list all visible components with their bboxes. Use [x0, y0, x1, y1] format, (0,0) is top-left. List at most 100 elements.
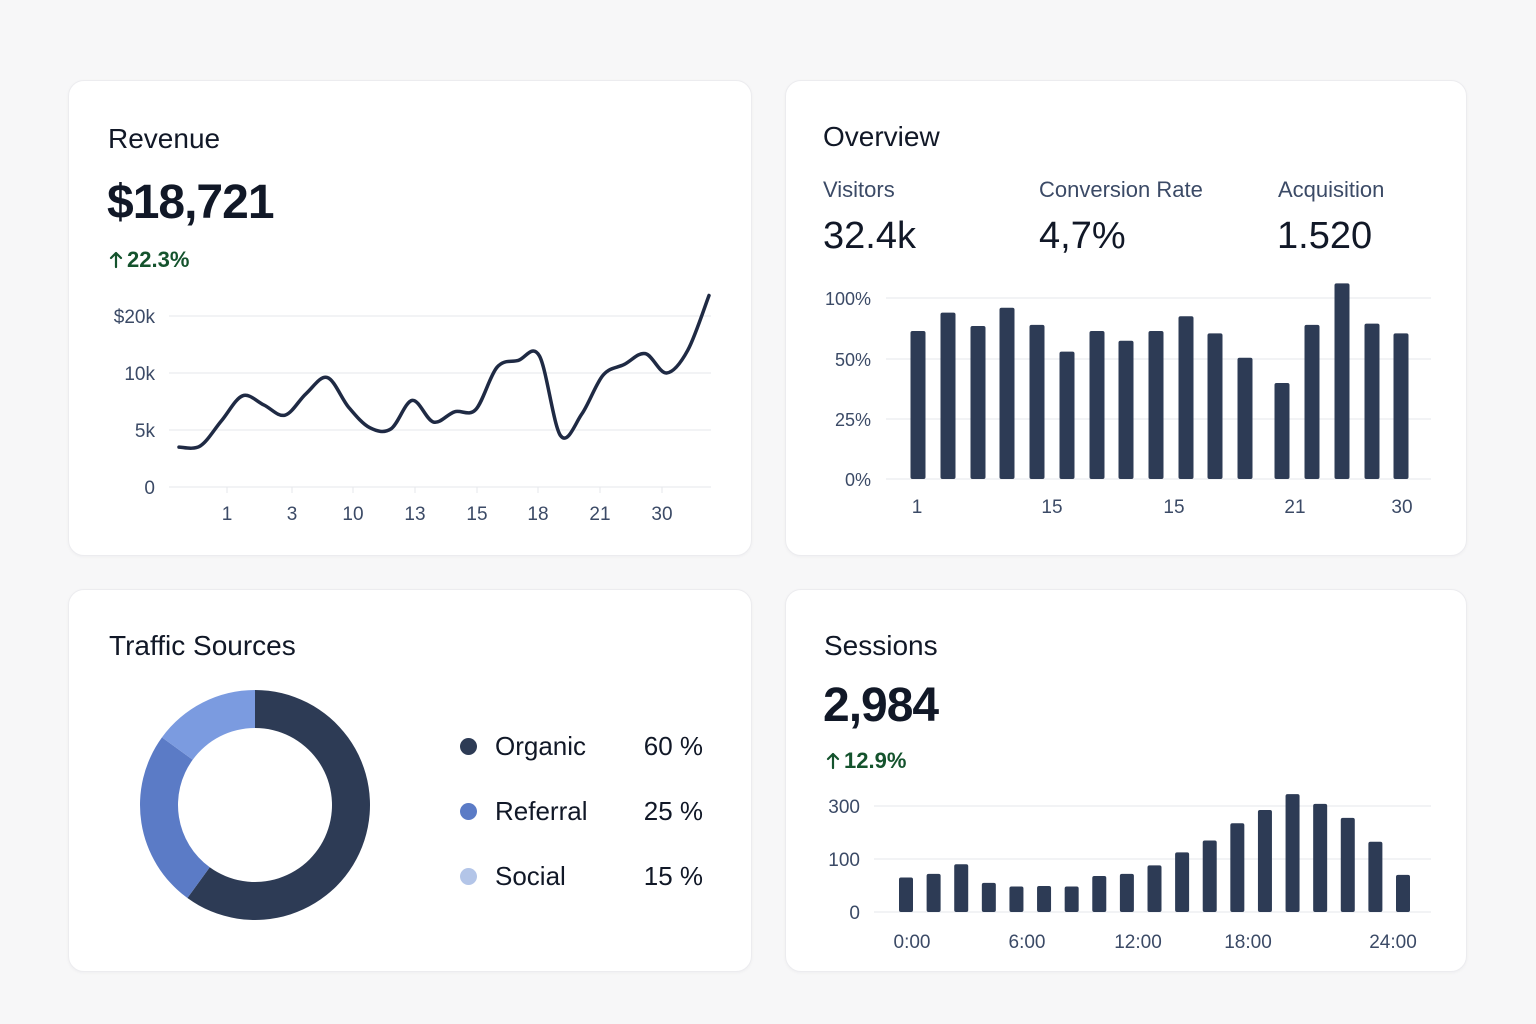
- sessions-bar: [1037, 886, 1052, 912]
- overview-title: Overview: [823, 121, 940, 152]
- sessions-x-tick-label: 0:00: [894, 932, 931, 953]
- revenue-y-tick-label: $20k: [114, 307, 156, 328]
- sessions-bar: [1230, 823, 1245, 912]
- sessions-x-tick-label: 12:00: [1114, 932, 1162, 953]
- overview-y-tick-label: 50%: [835, 350, 871, 370]
- sessions-bar: [1175, 852, 1190, 912]
- legend-dot-organic: [460, 738, 477, 755]
- overview-bar: [1334, 283, 1350, 479]
- legend-value-social: 15 %: [643, 861, 703, 891]
- sessions-bar: [1368, 841, 1383, 912]
- revenue-x-tick-label: 1: [222, 504, 233, 525]
- overview-bar: [910, 330, 926, 479]
- legend-item-referral: Referral 25 %: [460, 796, 703, 827]
- overview-bar: [1237, 357, 1253, 479]
- sessions-x-tick-label: 6:00: [1009, 932, 1046, 953]
- metric-acquisition-label: Acquisition: [1278, 177, 1385, 202]
- sessions-value: 2,984: [823, 679, 939, 732]
- sessions-x-tick-label: 24:00: [1369, 932, 1417, 953]
- sessions-bar: [1064, 886, 1079, 912]
- overview-x-tick-label: 1: [912, 497, 923, 518]
- legend-item-social: Social 15 %: [460, 861, 703, 892]
- overview-y-tick-label: 25%: [835, 410, 871, 430]
- sessions-bar: [1009, 886, 1024, 912]
- revenue-series-line: [177, 293, 711, 450]
- sessions-bar-chart: 300 100 0 0:00 6:00 12:00 18:00 24:00: [828, 794, 1431, 953]
- sessions-delta: 12.9%: [826, 748, 906, 774]
- legend-value-referral: 25 %: [643, 796, 703, 826]
- revenue-card: Revenue $18,721 22.3% $20k 10k 5k 0 1 3 10 13 15…: [68, 80, 752, 556]
- legend-dot-referral: [460, 803, 477, 820]
- overview-bar: [1207, 333, 1223, 479]
- metric-visitors-label: Visitors: [823, 177, 895, 202]
- overview-bar: [999, 307, 1015, 479]
- overview-bar: [1304, 324, 1320, 479]
- overview-y-tick-label: 100%: [825, 289, 871, 309]
- sessions-bar: [981, 882, 996, 912]
- sessions-delta-value: 12.9%: [844, 748, 907, 773]
- overview-x-tick-label: 15: [1163, 497, 1184, 518]
- metric-conversion-value: 4,7%: [1039, 215, 1126, 257]
- revenue-x-tick-label: 13: [404, 504, 425, 525]
- overview-bar: [1178, 316, 1194, 479]
- overview-bar: [1274, 383, 1290, 479]
- metric-conversion-label: Conversion Rate: [1039, 177, 1203, 202]
- traffic-card: Traffic Sources Organic 60 % Referral 25…: [68, 589, 752, 972]
- sessions-card: Sessions 2,984 12.9% 300 100 0 0:00 6:00 12:0…: [785, 589, 1467, 972]
- sessions-title: Sessions: [824, 630, 938, 661]
- overview-card: Overview Visitors 32.4k Conversion Rate …: [785, 80, 1467, 556]
- donut-slice-organic: [187, 690, 370, 920]
- metric-acquisition-value: 1.520: [1277, 215, 1373, 257]
- revenue-y-tick-label: 0: [144, 478, 155, 499]
- sessions-y-tick-label: 300: [828, 797, 860, 818]
- revenue-delta: 22.3%: [109, 247, 189, 273]
- legend-dot-social: [460, 868, 477, 885]
- arrow-up-icon: [826, 752, 840, 770]
- sessions-bar: [1147, 865, 1162, 912]
- legend-item-organic: Organic 60 %: [460, 731, 703, 762]
- metric-visitors-value: 32.4k: [823, 215, 916, 257]
- revenue-delta-value: 22.3%: [127, 247, 190, 272]
- revenue-x-tick-label: 21: [589, 504, 610, 525]
- revenue-y-tick-label: 10k: [124, 364, 155, 385]
- sessions-bar: [1257, 809, 1272, 912]
- overview-bar: [1364, 323, 1380, 479]
- revenue-x-tick-label: 10: [342, 504, 363, 525]
- revenue-y-tick-label: 5k: [135, 421, 156, 442]
- traffic-title: Traffic Sources: [109, 630, 296, 661]
- sessions-bar: [1285, 794, 1300, 912]
- revenue-value: $18,721: [107, 176, 275, 229]
- arrow-up-icon: [109, 251, 123, 269]
- traffic-donut-chart: [140, 690, 370, 920]
- revenue-title: Revenue: [108, 123, 221, 154]
- overview-bar: [940, 312, 956, 479]
- sessions-y-tick-label: 100: [828, 850, 860, 871]
- overview-bar: [1148, 330, 1164, 479]
- overview-bar: [970, 326, 986, 479]
- overview-x-tick-label: 15: [1041, 497, 1062, 518]
- sessions-bar: [899, 877, 913, 912]
- sessions-bar: [1092, 875, 1107, 912]
- overview-y-tick-label: 0%: [845, 470, 871, 490]
- overview-x-tick-label: 30: [1391, 497, 1412, 518]
- sessions-y-tick-label: 0: [849, 903, 860, 924]
- sessions-bar: [954, 864, 969, 912]
- overview-bar: [1059, 351, 1075, 479]
- overview-bar: [1393, 333, 1409, 479]
- overview-bar: [1029, 324, 1045, 479]
- sessions-bar: [1340, 817, 1355, 912]
- overview-bar: [1118, 340, 1134, 479]
- overview-bar-chart: 100% 50% 25% 0% 1 15 15 21 30: [825, 283, 1431, 518]
- overview-x-tick-label: 21: [1284, 497, 1305, 518]
- donut-slice-referral: [140, 737, 210, 899]
- legend-value-organic: 60 %: [643, 731, 703, 761]
- donut-slice-social: [161, 690, 255, 760]
- overview-bar: [1089, 330, 1105, 479]
- revenue-x-tick-label: 30: [651, 504, 672, 525]
- revenue-x-tick-label: 18: [527, 504, 548, 525]
- sessions-x-tick-label: 18:00: [1224, 932, 1272, 953]
- sessions-bar: [1396, 874, 1410, 912]
- sessions-bar: [926, 873, 941, 912]
- legend-label-organic: Organic: [495, 731, 587, 761]
